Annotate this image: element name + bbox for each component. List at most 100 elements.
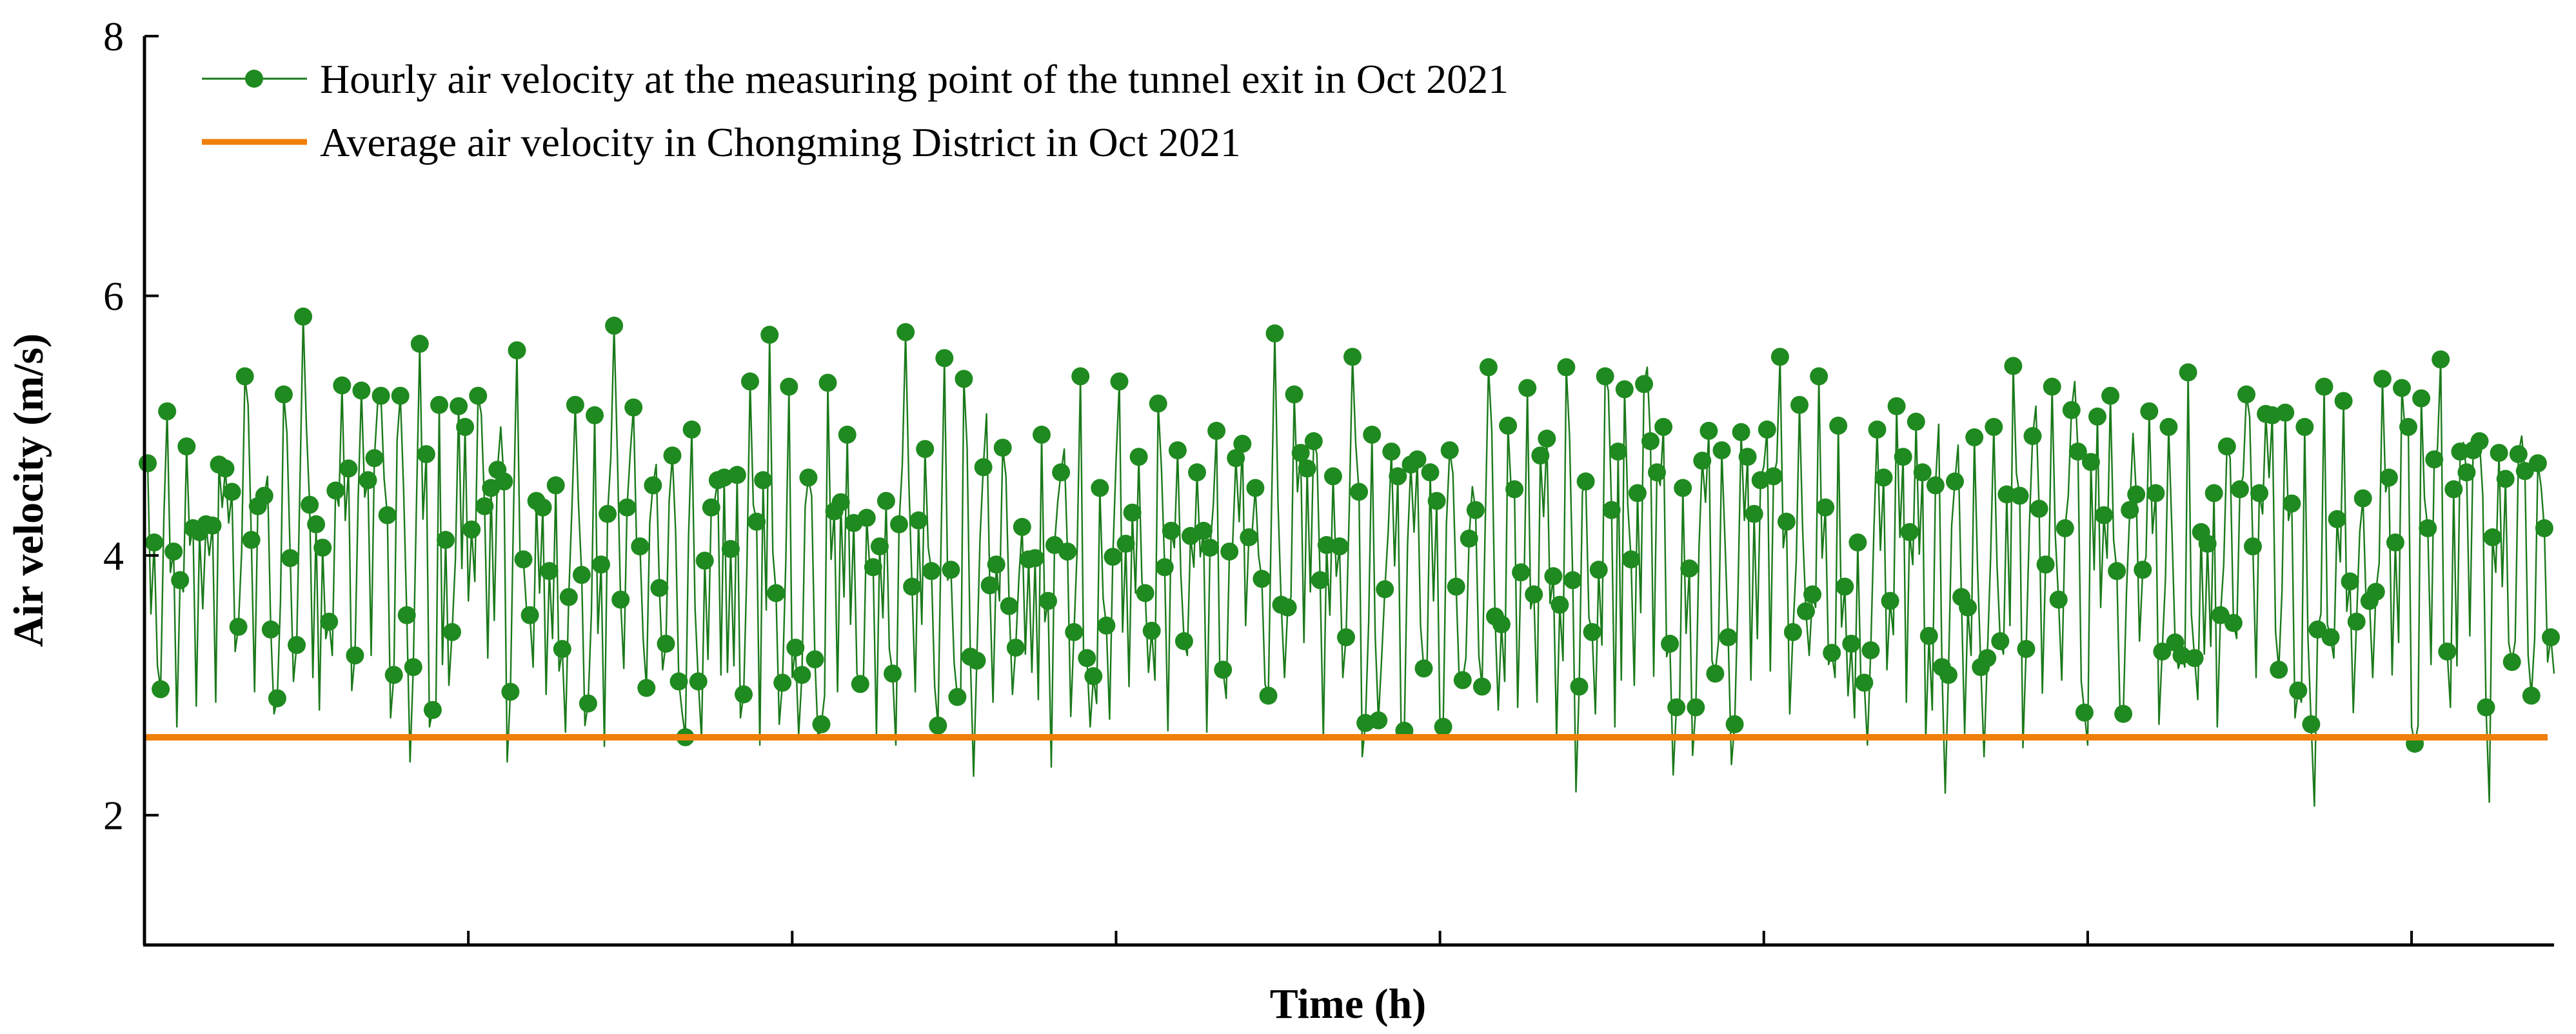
hourly-point [682, 420, 701, 439]
hourly-point [2159, 417, 2178, 436]
hourly-point [1304, 432, 1323, 450]
hourly-point [1123, 503, 1142, 522]
hourly-point [935, 349, 954, 368]
hourly-point [1434, 717, 1452, 736]
hourly-point [579, 694, 597, 713]
hourly-point [1887, 397, 1906, 415]
hourly-point [702, 498, 720, 517]
hourly-point [1641, 432, 1660, 450]
hourly-point [1842, 635, 1861, 653]
hourly-point [2088, 407, 2106, 426]
hourly-point [1823, 644, 1841, 662]
hourly-point [546, 476, 565, 495]
hourly-point [1758, 420, 1776, 439]
hourly-point [1052, 463, 1071, 482]
hourly-point [1732, 423, 1750, 441]
hourly-point [1408, 450, 1427, 469]
hourly-point [514, 550, 533, 569]
hourly-point [786, 639, 805, 657]
hourly-point [637, 679, 656, 697]
hourly-point [2432, 350, 2450, 369]
plot-area [139, 307, 2560, 807]
hourly-point [1829, 416, 1848, 435]
hourly-point [1764, 467, 1783, 486]
hourly-point [1693, 452, 1712, 470]
hourly-point [2230, 480, 2249, 499]
hourly-point [721, 540, 740, 559]
hourly-point [520, 606, 539, 624]
hourly-point [2373, 370, 2392, 388]
hourly-point [1091, 479, 1109, 497]
hourly-point [1900, 522, 1919, 541]
hourly-point [728, 466, 746, 484]
hourly-point [657, 635, 675, 653]
marker-layer [139, 307, 2560, 753]
hourly-point [1155, 558, 1174, 577]
hourly-point [1168, 441, 1187, 460]
x-axis-title: Time (h) [1270, 980, 1427, 1028]
hourly-point [897, 323, 915, 341]
hourly-point [1233, 435, 1252, 453]
hourly-point [177, 437, 196, 456]
hourly-point [1116, 535, 1135, 553]
hourly-point [384, 666, 403, 684]
hourly-point [333, 376, 352, 395]
hourly-point [2068, 442, 2087, 461]
y-tick-label-4: 4 [103, 533, 124, 579]
hourly-point [1661, 635, 1679, 653]
hourly-point [599, 504, 617, 523]
hourly-point [1479, 358, 1498, 377]
hourly-point [1985, 417, 2003, 436]
hourly-point [456, 417, 475, 436]
hourly-point [967, 651, 986, 670]
hourly-point [884, 664, 902, 683]
y-axis-title: Air velocity (m/s) [5, 333, 52, 647]
hourly-point [1531, 446, 1550, 465]
hourly-point [2121, 501, 2139, 519]
hourly-point [533, 498, 552, 517]
hourly-point [1563, 571, 1582, 590]
hourly-point [1427, 492, 1446, 510]
hourly-point [1389, 467, 1407, 486]
hourly-point [2101, 386, 2120, 405]
hourly-point [235, 367, 254, 386]
hourly-point [2522, 686, 2541, 705]
hourly-point [469, 386, 488, 405]
hourly-point [2341, 572, 2359, 591]
hourly-point [1194, 521, 1213, 540]
hourly-point [2470, 432, 2489, 450]
hourly-point [261, 620, 280, 639]
hourly-point [2250, 484, 2268, 502]
hourly-point [2321, 628, 2340, 646]
hourly-point [2049, 590, 2068, 609]
hourly-point [948, 688, 967, 706]
hourly-point [2081, 453, 2100, 472]
hourly-point [1078, 649, 1096, 668]
hourly-point [2502, 653, 2521, 671]
hourly-point [1174, 632, 1193, 650]
hourly-point [553, 640, 571, 659]
hourly-point [1783, 622, 1802, 641]
hourly-point [1453, 671, 1472, 690]
hourly-point [1803, 585, 1822, 604]
hourly-point [1628, 484, 1647, 502]
hourly-point [2211, 606, 2230, 624]
hourly-point [1460, 530, 1478, 548]
hourly-point [2399, 417, 2417, 436]
hourly-point [812, 715, 831, 733]
hourly-point [903, 577, 922, 596]
hourly-point [974, 458, 993, 477]
hourly-point [1836, 577, 1854, 596]
hourly-point [1725, 715, 1744, 733]
hourly-point [1602, 501, 1621, 519]
hourly-point [1544, 567, 1563, 586]
hourly-point [1311, 571, 1329, 590]
hourly-point [2542, 628, 2560, 646]
hourly-point [1861, 641, 1880, 660]
hourly-point [2509, 445, 2528, 464]
hourly-point [1369, 711, 1388, 730]
hourly-point [294, 307, 313, 326]
hourly-point [2289, 681, 2308, 700]
hourly-point [2444, 480, 2463, 499]
hourly-point [2062, 401, 2081, 419]
